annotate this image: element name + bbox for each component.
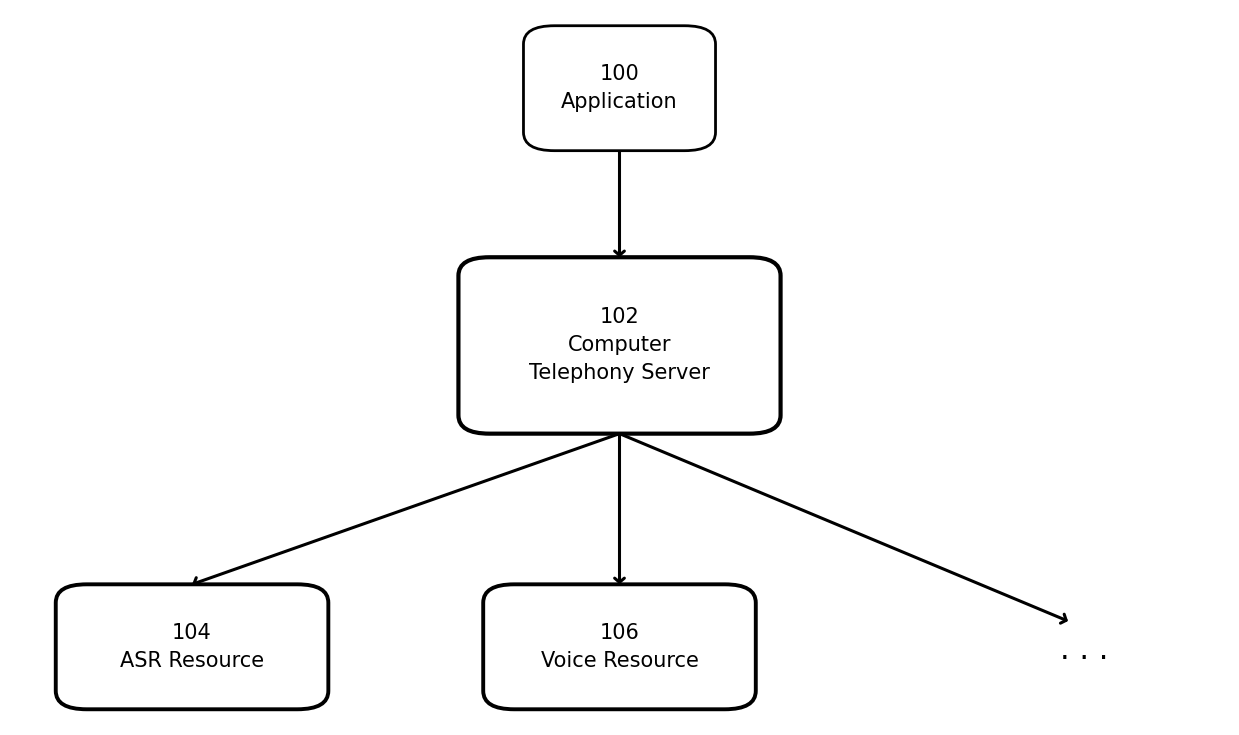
Text: 104
ASR Resource: 104 ASR Resource: [120, 623, 264, 671]
Text: 106
Voice Resource: 106 Voice Resource: [540, 623, 699, 671]
FancyBboxPatch shape: [56, 584, 328, 709]
FancyBboxPatch shape: [523, 26, 716, 151]
Text: 102
Computer
Telephony Server: 102 Computer Telephony Server: [529, 307, 710, 384]
FancyBboxPatch shape: [458, 257, 781, 434]
Text: . . .: . . .: [1059, 636, 1109, 665]
Text: 100
Application: 100 Application: [561, 64, 678, 112]
FancyBboxPatch shape: [483, 584, 756, 709]
